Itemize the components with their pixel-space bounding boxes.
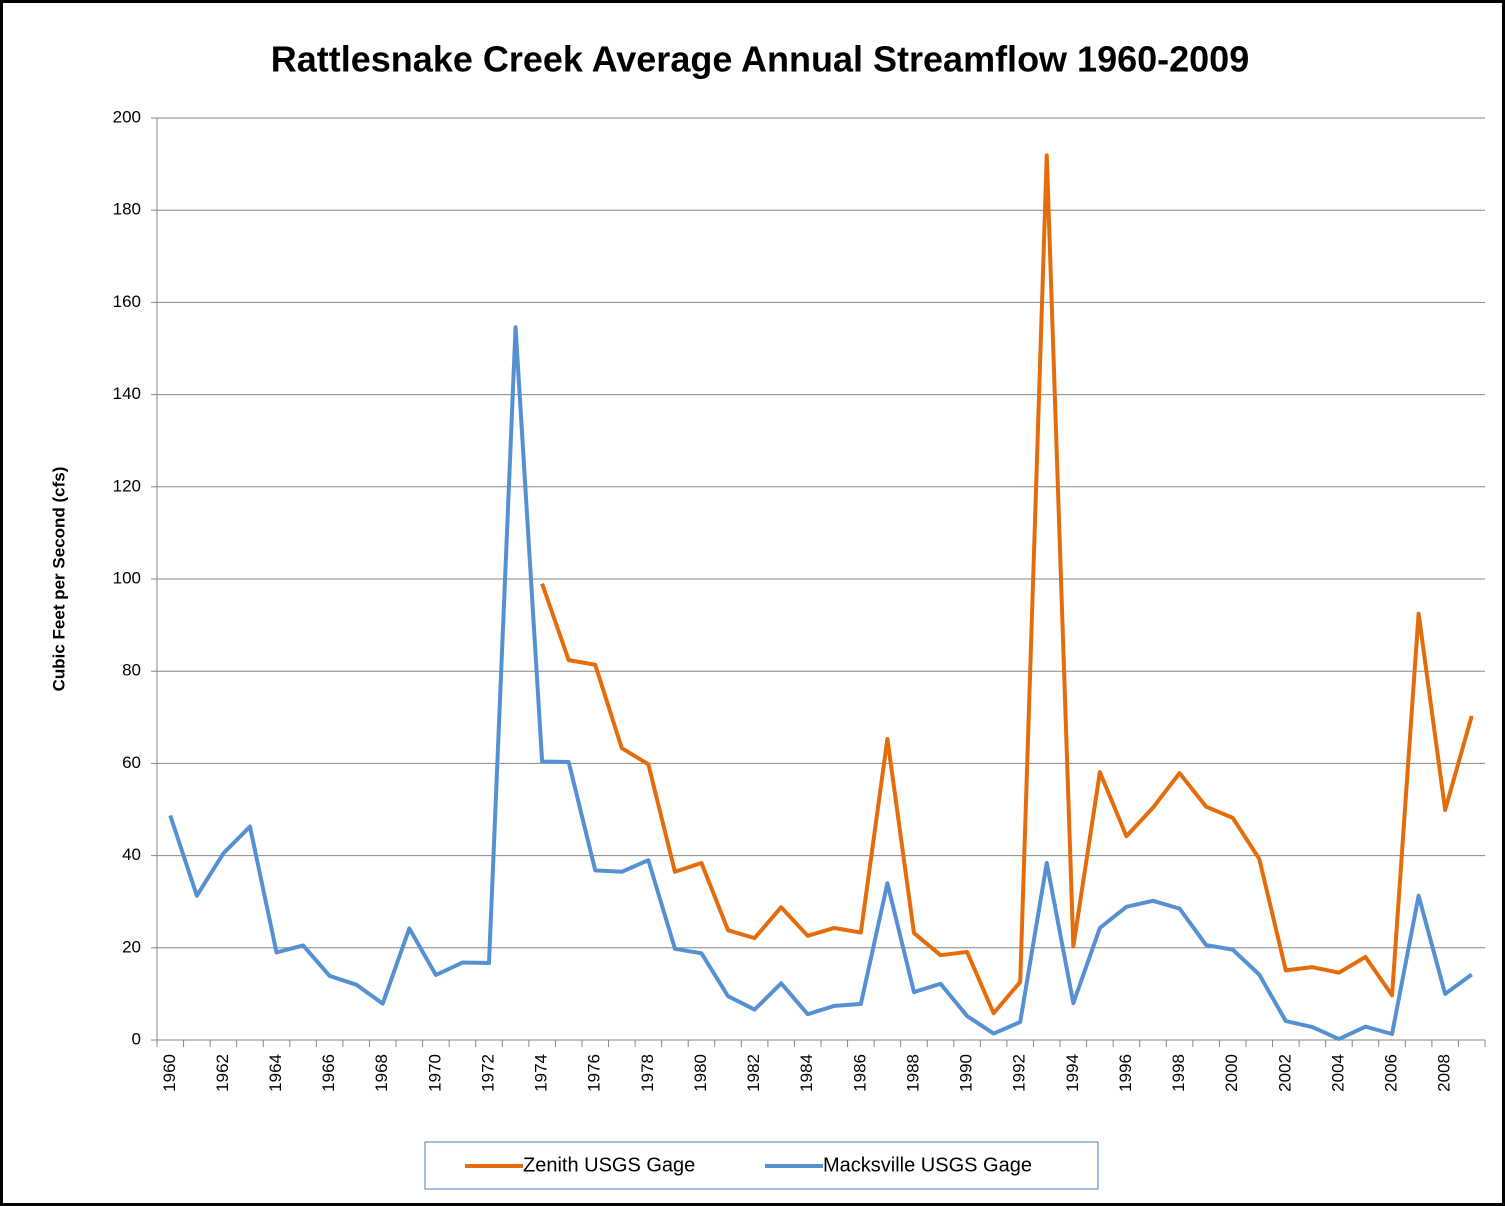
y-tick-label: 100 [113, 568, 141, 587]
x-tick-label: 1978 [638, 1054, 657, 1092]
legend-box [424, 1141, 1099, 1190]
y-tick-label: 160 [113, 292, 141, 311]
y-axis-label: Cubic Feet per Second (cfs) [49, 467, 68, 692]
x-tick-label: 1988 [903, 1054, 922, 1092]
y-tick-label: 20 [122, 937, 141, 956]
x-tick-label: 2006 [1382, 1054, 1401, 1092]
y-tick-label: 120 [113, 476, 141, 495]
y-tick-label: 40 [122, 845, 141, 864]
x-tick-label: 1998 [1169, 1054, 1188, 1092]
x-tick-label: 1966 [319, 1054, 338, 1092]
x-tick-label: 1976 [585, 1054, 604, 1092]
x-tick-label: 1994 [1063, 1054, 1082, 1092]
y-tick-label: 200 [113, 107, 141, 126]
x-tick-label: 2008 [1435, 1054, 1454, 1092]
x-tick-label: 2000 [1222, 1054, 1241, 1092]
x-tick-label: 1960 [160, 1054, 179, 1092]
y-tick-label: 140 [113, 384, 141, 403]
x-tick-label: 1974 [532, 1054, 551, 1092]
chart-title: Rattlesnake Creek Average Annual Streamf… [271, 39, 1249, 80]
x-tick-label: 1980 [691, 1054, 710, 1092]
x-tick-label: 1964 [266, 1054, 285, 1092]
x-tick-label: 2002 [1275, 1054, 1294, 1092]
x-tick-label: 1972 [478, 1054, 497, 1092]
series-line [168, 325, 1473, 1042]
x-tick-label: 1986 [850, 1054, 869, 1092]
x-tick-label: 1962 [213, 1054, 232, 1092]
x-tick-label: 1992 [1010, 1054, 1029, 1092]
x-tick-label: 1984 [797, 1054, 816, 1092]
x-tick-label: 2004 [1328, 1054, 1347, 1092]
y-tick-label: 60 [122, 753, 141, 772]
y-tick-label: 80 [122, 661, 141, 680]
y-tick-label: 180 [113, 200, 141, 219]
x-tick-label: 1968 [372, 1054, 391, 1092]
y-tick-label: 0 [132, 1029, 141, 1048]
series-line [540, 153, 1474, 1016]
x-tick-label: 1970 [425, 1054, 444, 1092]
x-tick-label: 1982 [744, 1054, 763, 1092]
x-tick-label: 1990 [957, 1054, 976, 1092]
legend-label: Macksville USGS Gage [823, 1154, 1032, 1176]
x-tick-label: 1996 [1116, 1054, 1135, 1092]
legend-label: Zenith USGS Gage [523, 1154, 695, 1176]
